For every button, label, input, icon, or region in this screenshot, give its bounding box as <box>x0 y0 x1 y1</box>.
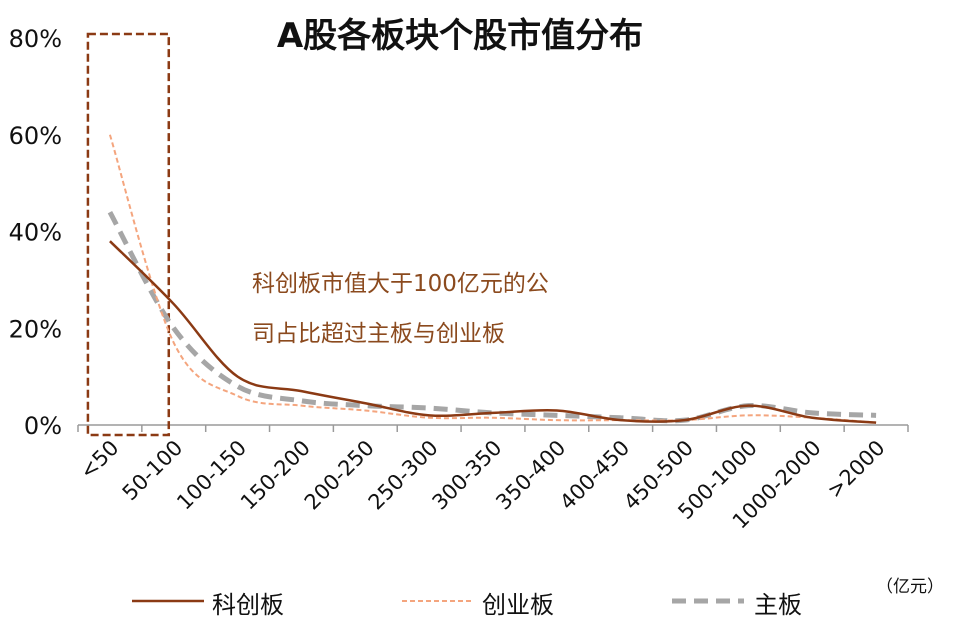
x-tick-label: 100-150 <box>172 436 251 515</box>
y-tick-label: 60% <box>9 122 62 150</box>
x-tick-label: 300-350 <box>428 436 507 515</box>
y-tick-label: 20% <box>9 315 62 343</box>
x-tick-label: 350-400 <box>491 436 570 515</box>
legend-label-kechuang: 科创板 <box>212 591 284 619</box>
unit-label: （亿元） <box>876 577 944 597</box>
y-tick-label: 80% <box>9 25 62 53</box>
highlight-box <box>86 32 171 437</box>
series-lines <box>107 134 877 424</box>
x-tick-label: 400-450 <box>555 436 634 515</box>
legend-label-chuangye: 创业板 <box>482 591 554 619</box>
y-tick-label: 40% <box>9 219 62 247</box>
x-tick-label: >2000 <box>822 436 889 503</box>
annotation-line-1: 科创板市值大于100亿元的公 <box>252 271 549 297</box>
y-tick-label: 0% <box>24 412 62 440</box>
legend-label-zhuban: 主板 <box>754 591 802 619</box>
x-tick-label: <50 <box>75 436 123 484</box>
series-line-1 <box>108 134 877 424</box>
annotation-line-2: 司占比超过主板与创业板 <box>252 321 505 347</box>
x-tick-label: 200-250 <box>300 436 379 515</box>
highlight-rect <box>86 32 171 437</box>
x-tick-label: 250-300 <box>364 436 443 515</box>
y-axis: 80% 60% 40% 20% 0% <box>9 25 62 440</box>
x-tick-label: 150-200 <box>236 436 315 515</box>
series-line-0 <box>109 240 877 424</box>
x-axis: <5050-100100-150150-200200-250250-300300… <box>75 424 909 533</box>
chart-title: A股各板块个股市值分布 <box>276 16 644 56</box>
